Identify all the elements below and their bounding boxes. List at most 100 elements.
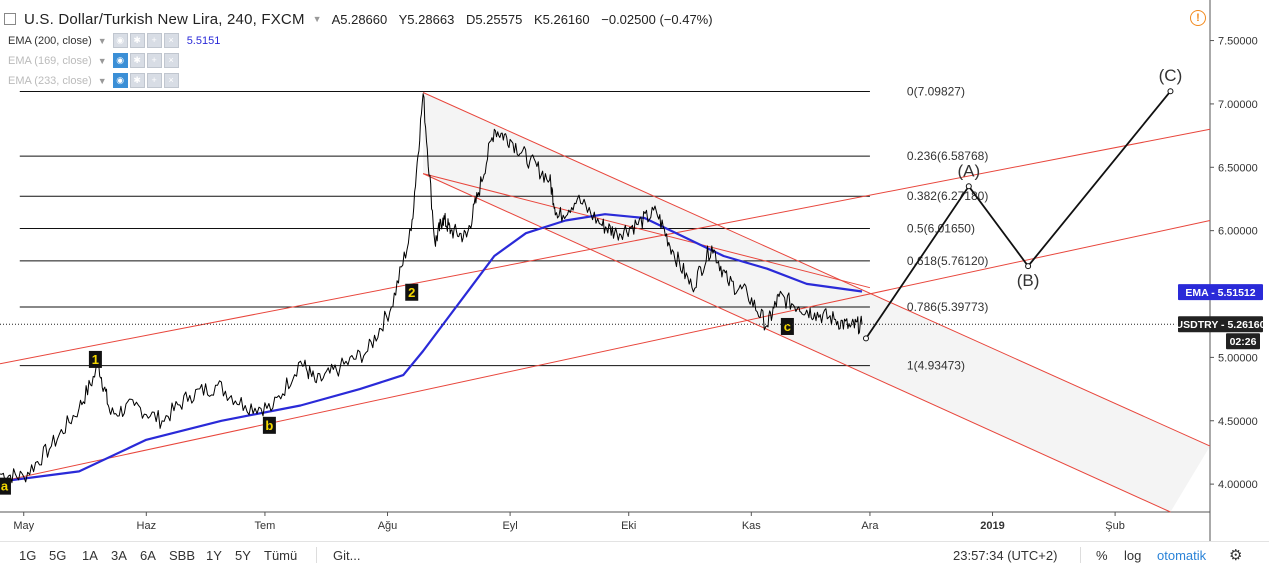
range-3a[interactable]: 3A	[111, 548, 127, 563]
range-5y[interactable]: 5Y	[235, 548, 251, 563]
fib-level-label: 0.236(6.58768)	[907, 149, 988, 163]
x-tick-label: Ara	[861, 520, 879, 532]
wave-label-box	[88, 350, 102, 368]
divider	[316, 547, 317, 563]
indicator-value: 5.5151	[186, 34, 221, 47]
channel-line-lower	[422, 173, 1171, 513]
indicator-name[interactable]: EMA (169, close)	[8, 54, 92, 67]
x-tick-label: May	[13, 520, 34, 532]
wave-label: b	[265, 418, 273, 433]
trendline	[0, 128, 1211, 365]
goto-button[interactable]: Git...	[333, 548, 361, 563]
x-tick-label: Eki	[621, 520, 636, 532]
gear-icon[interactable]: ✱	[129, 73, 145, 88]
wave-label-box	[780, 317, 794, 335]
indicator-row-ema200: EMA (200, close) ▼ ◉ ✱ + × 5.5151	[8, 33, 220, 48]
plus-icon[interactable]: +	[146, 53, 162, 68]
wave-label: 2	[408, 285, 415, 300]
eye-icon[interactable]: ◉	[112, 73, 128, 88]
x-tick-label: Kas	[742, 520, 761, 532]
y-tick-label: 4.50000	[1218, 416, 1258, 428]
usdtry-price-line	[0, 93, 863, 484]
gear-icon[interactable]: ✱	[129, 53, 145, 68]
projection-point	[1167, 88, 1174, 95]
y-tick-label: 5.00000	[1218, 352, 1258, 364]
plus-icon[interactable]: +	[146, 33, 162, 48]
range-1y[interactable]: 1Y	[206, 548, 222, 563]
wave-label: c	[784, 319, 791, 334]
range-5g[interactable]: 5G	[49, 548, 67, 563]
wave-label: a	[1, 479, 9, 494]
fib-level-label: 1(4.93473)	[907, 359, 965, 373]
wave-label-box	[262, 416, 276, 434]
wave-label: 1	[92, 352, 99, 367]
range-1a[interactable]: 1A	[82, 548, 98, 563]
channel-fill	[423, 92, 1210, 512]
projection-label: (A)	[957, 161, 980, 180]
trendline	[0, 220, 1211, 483]
close-value: K5.26160	[533, 11, 590, 27]
symbol-header: U.S. Dollar/Turkish New Lira, 240, FXCM …	[4, 9, 721, 29]
fib-level-label: 0.382(6.27180)	[907, 189, 988, 203]
y-tick-label: 7.50000	[1218, 36, 1258, 48]
eye-icon[interactable]: ◉	[112, 53, 128, 68]
projection-point	[965, 183, 972, 190]
price-tag-label: 02:26	[1230, 336, 1257, 348]
y-tick-label: 6.50000	[1218, 162, 1258, 174]
wave-label-box	[405, 283, 419, 301]
clock-readout[interactable]: 23:57:34 (UTC+2)	[953, 548, 1058, 563]
eye-icon[interactable]: ◉	[112, 33, 128, 48]
chevron-down-icon[interactable]: ▼	[97, 35, 107, 46]
fib-level-label: 0.786(5.39773)	[907, 300, 988, 314]
divider	[1080, 547, 1081, 563]
chevron-down-icon[interactable]: ▼	[97, 75, 107, 86]
projection-point	[862, 335, 869, 342]
x-tick-label: 2019	[980, 520, 1004, 532]
chevron-down-icon[interactable]: ▼	[312, 14, 322, 24]
exclamation-circle-icon[interactable]: !	[1190, 10, 1206, 26]
range-6a[interactable]: 6A	[140, 548, 156, 563]
plus-icon[interactable]: +	[146, 73, 162, 88]
gear-icon[interactable]: ⚙	[1229, 547, 1243, 564]
projection-label: (C)	[1159, 66, 1183, 85]
price-tag-label: EMA - 5.51512	[1185, 287, 1255, 299]
ema-200-line	[0, 213, 863, 483]
x-tick-label: Eyl	[502, 520, 517, 532]
range-all[interactable]: Tümü	[264, 548, 298, 563]
log-toggle[interactable]: log	[1124, 548, 1142, 563]
range-sbb[interactable]: SBB	[169, 548, 196, 563]
close-icon[interactable]: ×	[163, 53, 179, 68]
close-icon[interactable]: ×	[163, 73, 179, 88]
wave-projection-line	[865, 90, 1172, 339]
chevron-down-icon[interactable]: ▼	[97, 55, 107, 66]
indicator-name[interactable]: EMA (233, close)	[8, 74, 92, 87]
percent-toggle[interactable]: %	[1096, 548, 1108, 563]
open-value: A5.28660	[331, 11, 388, 27]
y-tick-label: 4.00000	[1218, 479, 1258, 491]
price-chart[interactable]: 0(7.09827) 0.236(6.58768) 0.382(6.27180) 0.…	[0, 0, 1269, 541]
x-tick-label: Tem	[255, 520, 276, 532]
x-tick-label: Şub	[1105, 520, 1125, 532]
low-value: D5.25575	[465, 11, 523, 27]
symbol-title[interactable]: U.S. Dollar/Turkish New Lira, 240, FXCM	[24, 10, 305, 28]
high-value: Y5.28663	[398, 11, 455, 27]
range-1g[interactable]: 1G	[19, 548, 37, 563]
collapse-checkbox[interactable]	[4, 13, 16, 25]
gear-icon[interactable]: ✱	[129, 33, 145, 48]
projection-label: (B)	[1017, 271, 1040, 290]
change-value: −0.02500 (−0.47%)	[601, 11, 713, 27]
indicator-name[interactable]: EMA (200, close)	[8, 34, 92, 47]
price-tag-box	[1178, 284, 1263, 301]
projection-point	[1025, 263, 1032, 270]
fib-level-label: 0.618(5.76120)	[907, 254, 988, 268]
close-icon[interactable]: ×	[163, 33, 179, 48]
auto-scale-toggle[interactable]: otomatik	[1157, 548, 1207, 563]
y-tick-label: 7.00000	[1218, 99, 1258, 111]
bottom-toolbar: 1G 5G 1A 3A 6A SBB 1Y 5Y Tümü Git... 23:…	[0, 541, 1269, 569]
x-tick-label: Haz	[137, 520, 157, 532]
price-tag-label: USDTRY - 5.26160	[1176, 319, 1266, 331]
price-tag-box	[1226, 333, 1260, 350]
indicator-row-ema233: EMA (233, close) ▼ ◉ ✱ + ×	[8, 73, 181, 88]
channel-line-upper	[422, 92, 1211, 447]
